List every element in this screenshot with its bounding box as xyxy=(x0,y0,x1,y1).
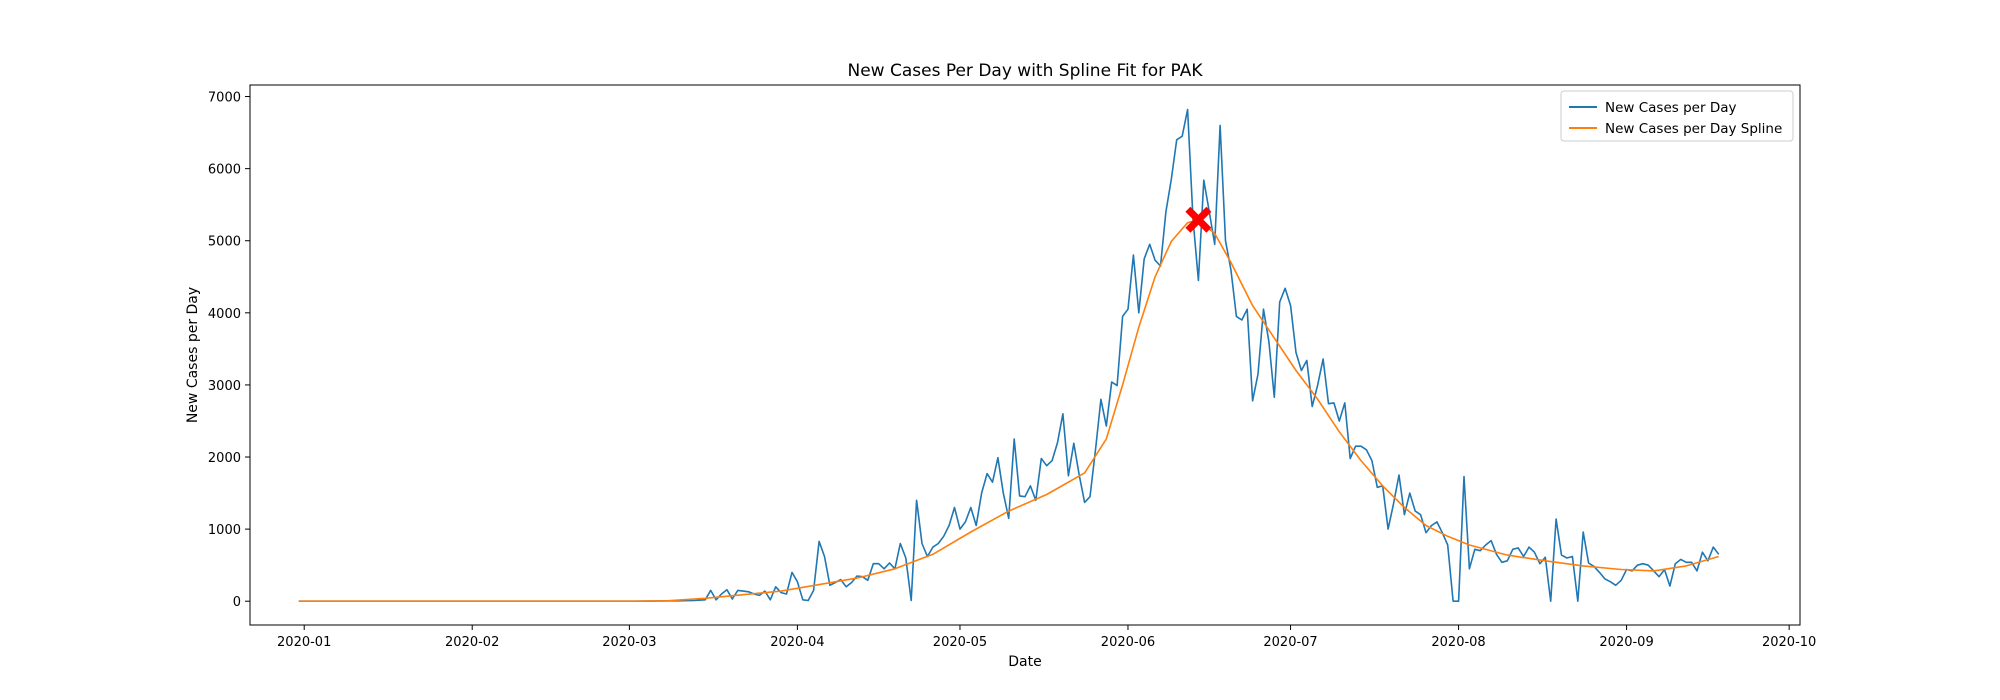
x-tick-label-2: 2020-02 xyxy=(445,635,499,650)
legend-label-1: New Cases per Day xyxy=(1605,100,1736,116)
y-tick-label-2: 1000 xyxy=(208,523,241,538)
series-line-2 xyxy=(298,219,1719,603)
plot-area xyxy=(298,108,1720,603)
axes-frame xyxy=(249,84,1801,626)
x-tick-label-8: 2020-08 xyxy=(1431,635,1485,650)
chart-title: New Cases Per Day with Spline Fit for PA… xyxy=(847,61,1203,81)
x-tick-label-7: 2020-07 xyxy=(1263,635,1317,650)
y-tick-label-3: 2000 xyxy=(208,451,241,466)
x-tick-label-4: 2020-04 xyxy=(770,635,824,650)
x-tick-label-1: 2020-01 xyxy=(277,635,331,650)
y-axis-label: New Cases per Day xyxy=(185,287,201,423)
legend-box xyxy=(1560,90,1794,142)
x-tick-label-10: 2020-10 xyxy=(1762,635,1816,650)
peak-marker-1 xyxy=(1185,206,1212,233)
y-tick-label-5: 4000 xyxy=(208,307,241,322)
y-tick-label-1: 0 xyxy=(233,595,241,610)
x-axis: 2020-01 2020-02 2020-03 2020-04 2020-05 2020-… xyxy=(277,625,1816,650)
x-tick-label-3: 2020-03 xyxy=(602,635,656,650)
y-tick-label-8: 7000 xyxy=(208,91,241,106)
legend: New Cases per Day New Cases per Day Splin… xyxy=(1560,90,1794,142)
y-tick-label-7: 6000 xyxy=(208,163,241,178)
x-tick-label-9: 2020-09 xyxy=(1599,635,1653,650)
y-tick-label-4: 3000 xyxy=(208,379,241,394)
x-tick-label-6: 2020-06 xyxy=(1101,635,1155,650)
x-tick-label-5: 2020-05 xyxy=(933,635,987,650)
y-axis: 0 1000 2000 3000 4000 5000 6000 7000 xyxy=(208,91,250,610)
y-tick-label-6: 5000 xyxy=(208,235,241,250)
legend-label-2: New Cases per Day Spline xyxy=(1605,121,1782,137)
x-axis-label: Date xyxy=(1008,654,1041,670)
